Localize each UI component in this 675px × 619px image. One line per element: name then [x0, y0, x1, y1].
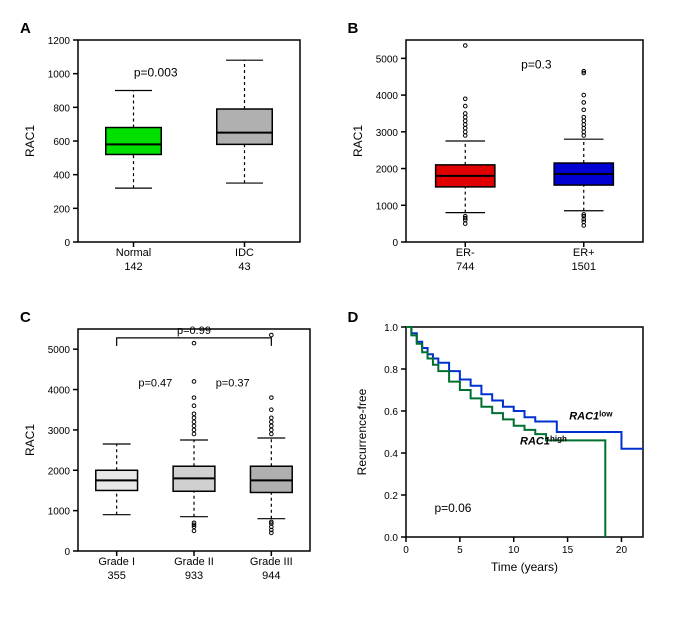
svg-text:1000: 1000	[48, 507, 71, 518]
svg-text:0.4: 0.4	[384, 449, 398, 460]
svg-text:1.0: 1.0	[384, 323, 398, 334]
svg-text:10: 10	[508, 545, 520, 556]
svg-text:Grade III: Grade III	[250, 556, 293, 568]
svg-text:1200: 1200	[48, 36, 71, 47]
svg-text:800: 800	[53, 103, 70, 114]
svg-text:933: 933	[185, 570, 203, 582]
svg-text:600: 600	[53, 137, 70, 148]
svg-text:1000: 1000	[375, 201, 398, 212]
panel-c: C 0 1000 2000 3000 4000 5000 RAC1 Grade I 355 Gra…	[20, 309, 328, 599]
svg-text:3000: 3000	[375, 128, 398, 139]
panel-b: B 0 1000 2000 3000 4000 5000 RAC1 ER- 744 ER+ 1501…	[348, 20, 656, 299]
svg-text:Normal: Normal	[116, 247, 151, 259]
svg-text:0: 0	[64, 547, 70, 558]
svg-text:p=0.003: p=0.003	[134, 65, 178, 79]
svg-text:5000: 5000	[48, 345, 71, 356]
svg-text:0.8: 0.8	[384, 365, 398, 376]
panel-c-label: C	[20, 309, 31, 326]
svg-text:p=0.06: p=0.06	[434, 501, 471, 515]
boxplot-b: 0 1000 2000 3000 4000 5000 RAC1 ER- 744 ER+ 1501 p=…	[348, 20, 653, 290]
svg-text:p=0.47: p=0.47	[138, 378, 172, 390]
svg-text:0.0: 0.0	[384, 533, 398, 544]
svg-text:RAC1: RAC1	[351, 125, 365, 157]
svg-text:p=0.99: p=0.99	[177, 325, 211, 337]
svg-text:0: 0	[392, 238, 398, 249]
svg-text:1501: 1501	[571, 261, 595, 273]
km-plot-d: 0.0 0.2 0.4 0.6 0.8 1.0 0 5 10 15 20 Recurrence-fre…	[348, 309, 653, 579]
panel-a: A 0 200 400 600 800 1000 1200 RAC1 Normal 142 IDC 4…	[20, 20, 328, 299]
panel-a-label: A	[20, 20, 31, 37]
panel-b-label: B	[348, 20, 359, 37]
svg-text:p=0.3: p=0.3	[521, 57, 552, 71]
svg-text:355: 355	[107, 570, 125, 582]
svg-text:0.6: 0.6	[384, 407, 398, 418]
svg-text:944: 944	[262, 570, 280, 582]
svg-text:400: 400	[53, 171, 70, 182]
svg-text:1000: 1000	[48, 70, 71, 81]
svg-text:Recurrence-free: Recurrence-free	[355, 388, 369, 475]
svg-text:IDC: IDC	[235, 247, 254, 259]
svg-text:4000: 4000	[48, 386, 71, 397]
svg-text:20: 20	[615, 545, 627, 556]
svg-text:15: 15	[562, 545, 574, 556]
figure-grid: A 020040060080010001200RAC1Normal142IDC4…	[20, 20, 655, 599]
svg-text:2000: 2000	[48, 466, 71, 477]
svg-text:RAC1: RAC1	[23, 125, 37, 157]
svg-text:RAC1: RAC1	[23, 424, 37, 456]
boxplot-c: 0 1000 2000 3000 4000 5000 RAC1 Grade I 355 Grade…	[20, 309, 320, 599]
svg-text:200: 200	[53, 204, 70, 215]
svg-text:5000: 5000	[375, 54, 398, 65]
panel-d: D 0.0 0.2 0.4 0.6 0.8 1.0 0 5 10 15 20 Recurrence-f…	[348, 309, 656, 599]
svg-text:0.2: 0.2	[384, 491, 398, 502]
svg-text:0: 0	[64, 238, 70, 249]
svg-text:ER-: ER-	[455, 247, 474, 259]
svg-text:142: 142	[124, 261, 142, 273]
svg-text:4000: 4000	[375, 91, 398, 102]
svg-text:5: 5	[457, 545, 463, 556]
svg-text:3000: 3000	[48, 426, 71, 437]
panel-d-label: D	[348, 309, 359, 326]
svg-text:2000: 2000	[375, 165, 398, 176]
svg-text:Time (years): Time (years)	[491, 560, 558, 574]
svg-text:744: 744	[456, 261, 474, 273]
svg-text:Grade I: Grade I	[98, 556, 135, 568]
boxplot-a: 0 200 400 600 800 1000 1200 RAC1 Normal 142 IDC 43 p…	[20, 20, 310, 290]
svg-text:0: 0	[403, 545, 409, 556]
svg-text:p=0.37: p=0.37	[216, 378, 250, 390]
svg-text:ER+: ER+	[572, 247, 594, 259]
svg-text:Grade II: Grade II	[174, 556, 214, 568]
svg-text:43: 43	[238, 261, 250, 273]
